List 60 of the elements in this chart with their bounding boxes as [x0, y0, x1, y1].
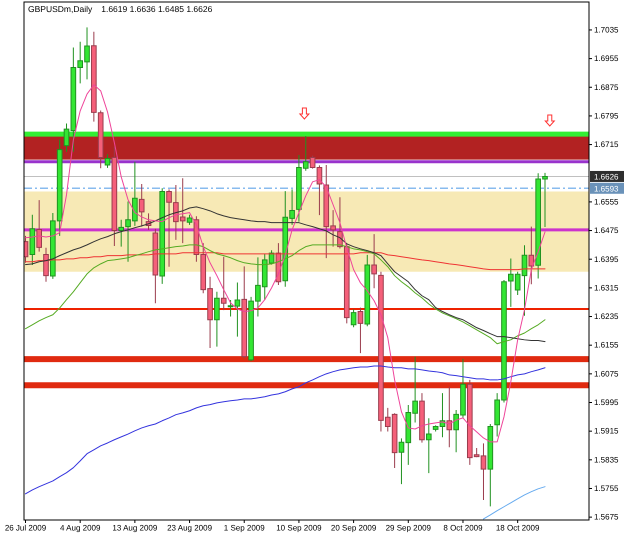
x-tick-label: 23 Aug 2009: [167, 524, 213, 533]
x-tick-label: 13 Aug 2009: [112, 524, 158, 533]
candlestick: [446, 386, 452, 448]
y-tick-label: 1.6875: [594, 82, 620, 92]
x-tick-label: 18 Oct 2009: [496, 524, 540, 533]
y-tick-label: 1.6235: [594, 312, 620, 322]
y-tick-label: 1.6315: [594, 283, 620, 292]
candlestick: [220, 256, 227, 311]
y-tick-label: 1.5675: [594, 512, 620, 522]
candlestick: [112, 146, 118, 246]
candlestick: [350, 308, 356, 328]
x-tick-label: 20 Sep 2009: [330, 524, 377, 533]
y-tick-label: 1.5915: [594, 426, 620, 436]
candlestick: [24, 235, 28, 264]
x-tick-label: 29 Sep 2009: [386, 524, 432, 533]
candlestick: [30, 214, 36, 266]
candlestick: [358, 307, 364, 354]
line-series: [25, 244, 546, 344]
candlestick: [43, 247, 49, 282]
candlestick: [104, 154, 110, 168]
y-tick-label: 1.6475: [594, 226, 620, 236]
line-series: [482, 486, 546, 520]
y-tick-label: 1.6795: [594, 111, 620, 120]
y-tick-label: 1.6715: [594, 140, 620, 150]
y-tick-label: 1.6395: [594, 254, 620, 264]
candlestick: [159, 188, 166, 284]
candlestick: [419, 392, 425, 444]
line-series: [25, 206, 546, 342]
chart-title: GBPUSDm,Daily: [28, 4, 93, 14]
candlestick: [138, 183, 145, 228]
x-tick-label: 10 Sep 2009: [276, 524, 322, 533]
y-tick-label: 1.6075: [594, 369, 620, 378]
y-tick-label: 1.7035: [594, 26, 620, 34]
chart-subtitle: 1.6619 1.6636 1.6485 1.6626: [101, 4, 213, 14]
candlestick: [214, 291, 220, 348]
line-series: [25, 252, 546, 270]
y-tick-label: 1.5995: [594, 398, 620, 408]
candlestick: [364, 254, 370, 327]
candlestick: [152, 228, 158, 304]
candlestick: [241, 266, 248, 359]
line-series: [25, 84, 546, 442]
candlestick: [118, 219, 124, 248]
x-tick-label: 8 Oct 2009: [443, 524, 484, 533]
ref-line-label: 1.6593: [594, 184, 620, 194]
candlestick: [371, 234, 377, 289]
x-tick-label: 4 Aug 2009: [60, 524, 101, 533]
y-tick-label: 1.6155: [594, 340, 620, 350]
candlestick: [186, 214, 192, 226]
y-tick-label: 1.6955: [594, 54, 620, 64]
y-tick-label: 1.6555: [594, 197, 620, 206]
line-series: [25, 365, 546, 494]
x-tick-label: 26 Jul 2009: [4, 524, 47, 533]
y-tick-label: 1.5835: [594, 455, 620, 464]
ref-line-label: 1.6626: [594, 172, 620, 182]
candlestick: [426, 418, 432, 474]
y-tick-label: 1.5755: [594, 484, 620, 494]
candlestick: [487, 423, 494, 507]
candlestick: [36, 200, 42, 252]
candlestick: [528, 226, 534, 285]
x-tick-label: 1 Sep 2009: [224, 524, 266, 533]
